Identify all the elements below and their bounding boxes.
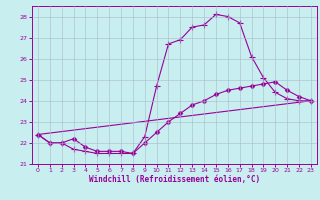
X-axis label: Windchill (Refroidissement éolien,°C): Windchill (Refroidissement éolien,°C)	[89, 175, 260, 184]
